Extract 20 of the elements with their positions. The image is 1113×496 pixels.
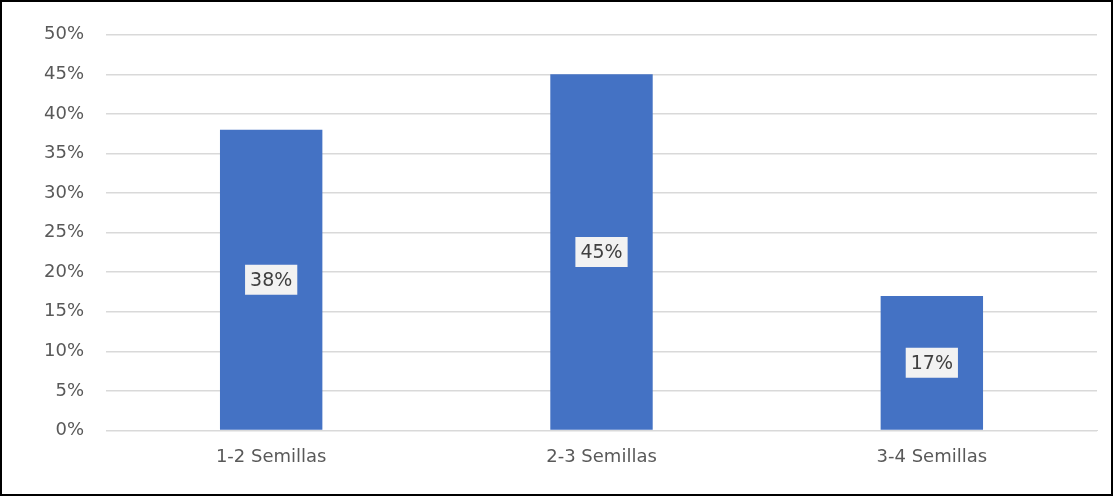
x-tick-label: 1-2 Semillas: [215, 444, 327, 466]
y-tick-label: 35%: [43, 141, 85, 163]
x-tick-label: 3-4 Semillas: [876, 444, 988, 466]
y-tick-label: 25%: [43, 220, 85, 242]
bar: [219, 129, 323, 430]
y-tick-label: 50%: [43, 22, 85, 44]
bar: [880, 295, 984, 430]
y-tick-label: 30%: [43, 180, 85, 202]
y-tick-label: 20%: [43, 259, 85, 281]
data-label: 17%: [910, 350, 953, 373]
x-tick-label: 2-3 Semillas: [546, 444, 657, 466]
y-tick-label: 15%: [43, 299, 85, 321]
y-tick-label: 45%: [43, 62, 85, 84]
bar: [550, 74, 653, 430]
y-tick-label: 0%: [55, 418, 85, 440]
y-tick-label: 10%: [43, 338, 85, 360]
y-tick-label: 5%: [55, 378, 85, 400]
data-label: 38%: [250, 267, 293, 290]
data-label: 45%: [580, 239, 623, 262]
y-tick-label: 40%: [43, 101, 85, 123]
